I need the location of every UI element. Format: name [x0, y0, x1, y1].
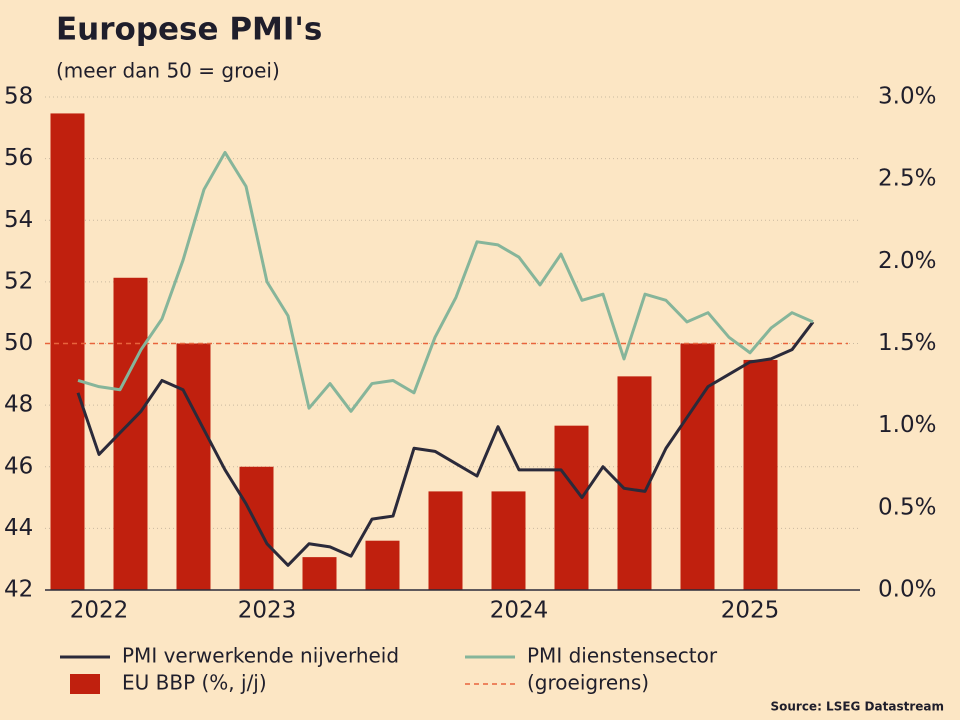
- y2-tick-label: 0.5%: [878, 494, 936, 520]
- bar: [428, 491, 463, 590]
- bar: [554, 425, 589, 590]
- y-tick-label: 58: [4, 84, 33, 110]
- bar: [239, 466, 274, 590]
- line-series: [76, 321, 815, 567]
- bar: [365, 540, 400, 590]
- y-tick-label: 56: [4, 145, 33, 171]
- y2-tick-label: 3.0%: [878, 84, 936, 110]
- source: Source: LSEG Datastream: [770, 700, 944, 714]
- legend-label: EU BBP (%, j/j): [122, 671, 267, 695]
- x-tick-label: 2022: [70, 598, 129, 624]
- line-series: [77, 150, 814, 413]
- legend-label: (groeigrens): [527, 671, 649, 695]
- chart-title: Europese PMI's: [56, 12, 322, 48]
- y2-tick-label: 1.0%: [878, 412, 936, 438]
- legend-label: PMI verwerkende nijverheid: [122, 644, 399, 668]
- y2-tick-label: 1.5%: [878, 330, 936, 356]
- bar: [680, 343, 715, 590]
- legend-swatch: [70, 674, 100, 694]
- y-tick-label: 46: [4, 453, 33, 479]
- x-tick-label: 2024: [490, 598, 549, 624]
- y-tick-label: 48: [4, 392, 33, 418]
- legend-label: PMI dienstensector: [527, 644, 718, 668]
- y-tick-label: 54: [4, 207, 33, 233]
- x-tick-label: 2025: [721, 598, 780, 624]
- chart-subtitle: (meer dan 50 = groei): [56, 59, 280, 83]
- bar: [50, 113, 85, 590]
- bar: [491, 491, 526, 590]
- bar: [302, 557, 337, 590]
- x-tick-label: 2023: [238, 598, 297, 624]
- bar: [176, 343, 211, 590]
- bar: [617, 376, 652, 590]
- bar: [743, 359, 778, 590]
- y-tick-label: 50: [4, 330, 33, 356]
- y2-tick-label: 0.0%: [878, 577, 936, 603]
- y-tick-label: 42: [4, 577, 33, 603]
- y-tick-label: 44: [4, 515, 33, 541]
- y2-tick-label: 2.0%: [878, 248, 936, 274]
- y2-tick-label: 2.5%: [878, 166, 936, 192]
- y-tick-label: 52: [4, 268, 33, 294]
